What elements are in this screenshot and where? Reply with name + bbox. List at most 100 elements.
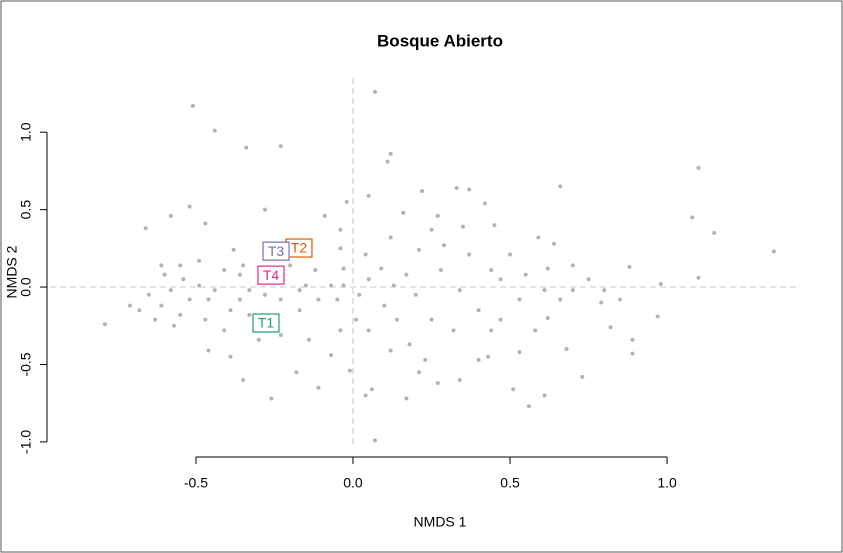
point: [322, 213, 327, 218]
point: [168, 288, 173, 293]
point: [187, 297, 192, 302]
point: [442, 243, 447, 248]
point: [228, 308, 233, 313]
point: [366, 277, 371, 282]
point: [171, 323, 176, 328]
point: [486, 354, 491, 359]
point: [498, 317, 503, 322]
point: [690, 215, 695, 220]
point: [203, 317, 208, 322]
point: [341, 266, 346, 271]
point: [335, 297, 340, 302]
point: [523, 272, 528, 277]
point: [297, 308, 302, 313]
y-tick-label: 0.0: [18, 277, 34, 297]
point: [570, 263, 575, 268]
point: [269, 396, 274, 401]
point: [467, 252, 472, 257]
point: [222, 328, 227, 333]
y-tick-label: -1.0: [18, 430, 34, 454]
point: [303, 283, 308, 288]
label-box: [257, 265, 285, 285]
point: [363, 252, 368, 257]
point: [420, 189, 425, 194]
point: [558, 297, 563, 302]
point: [197, 258, 202, 263]
point: [263, 207, 268, 212]
label-box: [252, 313, 280, 333]
x-tick-label: 1.0: [657, 475, 677, 491]
point: [404, 396, 409, 401]
point: [385, 159, 390, 164]
point: [388, 348, 393, 353]
point: [178, 263, 183, 268]
point: [187, 204, 192, 209]
point: [482, 201, 487, 206]
point: [388, 235, 393, 240]
point: [241, 377, 246, 382]
point: [712, 230, 717, 235]
point: [206, 297, 211, 302]
point: [278, 144, 283, 149]
point: [313, 268, 318, 273]
point: [338, 227, 343, 232]
x-tick-label: -0.5: [184, 475, 208, 491]
point: [536, 235, 541, 240]
point: [222, 268, 227, 273]
point: [181, 277, 186, 282]
point: [492, 223, 497, 228]
point: [460, 224, 465, 229]
point: [206, 348, 211, 353]
point: [328, 283, 333, 288]
y-axis-title: NMDS 2: [4, 245, 20, 298]
point: [489, 268, 494, 273]
point: [771, 249, 776, 254]
point: [382, 303, 387, 308]
point: [407, 342, 412, 347]
point: [627, 264, 632, 269]
point: [617, 297, 622, 302]
point: [416, 247, 421, 252]
point: [526, 404, 531, 409]
point: [429, 317, 434, 322]
point: [366, 328, 371, 333]
y-tick-label: -0.5: [18, 352, 34, 376]
point: [517, 350, 522, 355]
point: [146, 292, 151, 297]
point: [338, 246, 343, 251]
point: [435, 213, 440, 218]
point: [476, 308, 481, 313]
point: [545, 266, 550, 271]
point: [542, 393, 547, 398]
point: [391, 283, 396, 288]
point: [307, 337, 312, 342]
point: [457, 377, 462, 382]
point: [542, 288, 547, 293]
point: [143, 226, 148, 231]
point: [696, 165, 701, 170]
point: [545, 316, 550, 321]
point: [372, 89, 377, 94]
point: [379, 266, 384, 271]
point: [552, 241, 557, 246]
point: [394, 317, 399, 322]
point: [599, 300, 604, 305]
x-tick-label: 0.0: [343, 475, 363, 491]
point: [630, 337, 635, 342]
label-text: T4: [263, 267, 280, 283]
point: [476, 357, 481, 362]
point: [498, 277, 503, 282]
y-tick-label: 0.5: [18, 200, 34, 220]
point: [451, 328, 456, 333]
point: [102, 322, 107, 327]
point: [137, 308, 142, 313]
point: [328, 353, 333, 358]
point: [658, 281, 663, 286]
x-tick-label: 0.5: [500, 475, 520, 491]
point: [435, 381, 440, 386]
point: [247, 312, 252, 317]
point: [404, 272, 409, 277]
point: [237, 272, 242, 277]
point: [454, 185, 459, 190]
